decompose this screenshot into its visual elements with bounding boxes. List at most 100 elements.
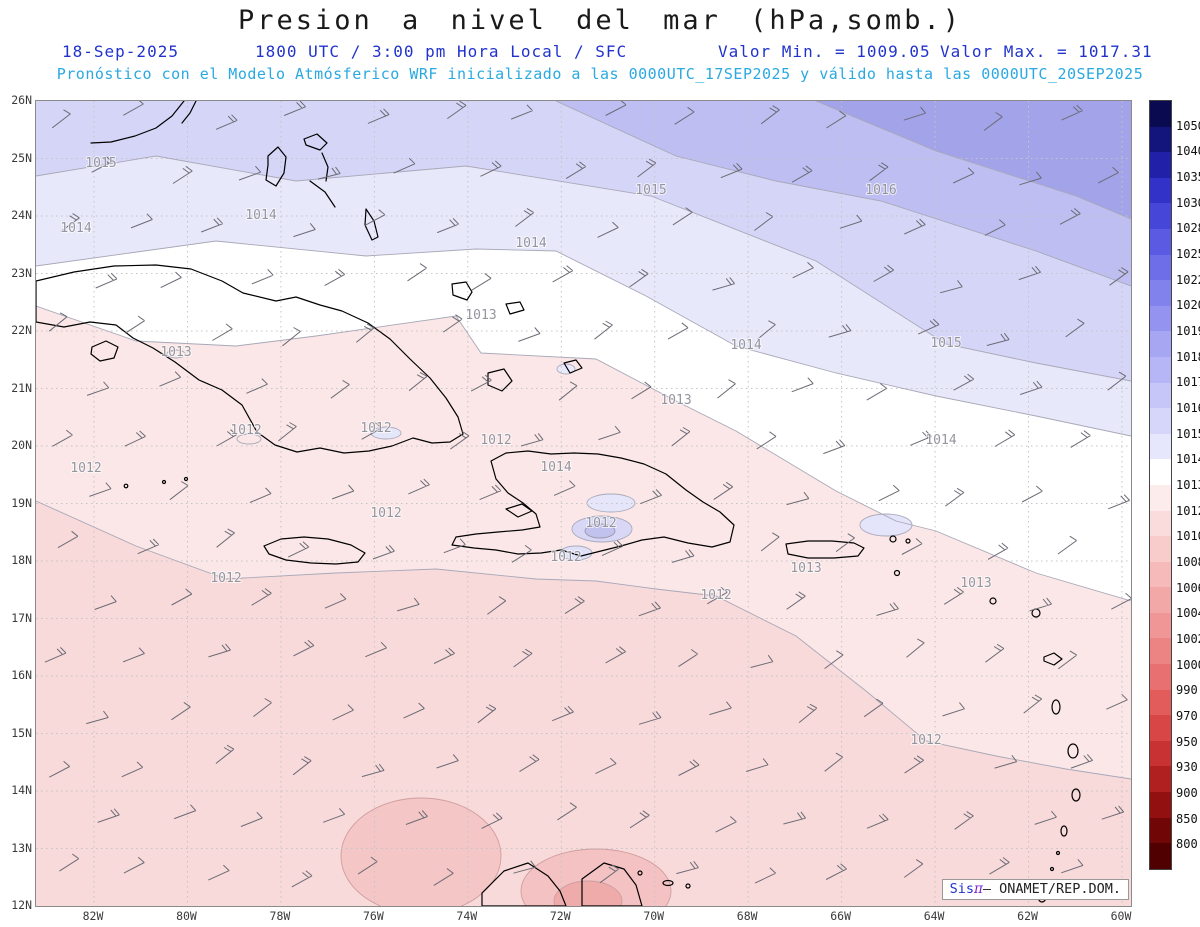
credit-rest: – ONAMET/REP.DOM. [982,881,1121,897]
coastlines [36,101,1081,906]
isobar-label: 1013 [465,308,496,323]
colorbar-segment [1150,843,1171,869]
isobar-contours [36,101,1131,780]
colorbar-segment [1150,792,1171,818]
colorbar-segment [1150,689,1171,716]
isobar-label: 1015 [635,183,666,198]
colorbar-tick-label: 1014 [1176,452,1200,467]
credit-box: Sisπ– ONAMET/REP.DOM. [941,879,1129,900]
lat-tick-label: 18N [11,553,32,567]
isobar-labels: 1015 1014 1014 1015 1016 1014 1013 1014 1015 1013… [59,155,992,749]
wind-barbs [44,101,1131,888]
coast-jamaica [263,536,366,565]
lat-tick-label: 15N [11,725,32,740]
lat-tick-label: 22N [11,323,32,337]
colorbar-segment [1150,484,1171,511]
colorbar-segment [1150,408,1171,434]
colorbar-segment [1150,664,1171,690]
coast-cayman-brac [183,476,189,482]
page-title: Presion a nivel del mar (hPa,somb.) [238,5,962,36]
coast-hispaniola [451,450,735,557]
lat-tick-label: 23N [11,265,32,280]
coast-martinique [1067,743,1079,759]
colorbar-tick-label: 950 [1176,734,1198,749]
colorbar-tick-label: 1022 [1176,272,1200,287]
coast-st-lucia [1071,788,1081,802]
colorbar-tick-label: 1002 [1176,632,1200,646]
colorbar-tick-label: 1018 [1176,349,1200,364]
colorbar-segment [1150,254,1171,281]
colorbar-segment [1150,612,1171,639]
colorbar-segment [1150,715,1171,741]
colorbar-segment [1150,356,1171,383]
colorbar-segment [1150,766,1171,793]
coast-little-cayman [161,479,167,485]
isobar-label: 1012 [360,421,391,436]
colorbar-tick-label: 1004 [1176,606,1200,621]
isobar-label: 1012 [585,516,616,531]
colorbar-tick-label: 1013 [1176,478,1200,492]
colorbar-segment [1150,101,1171,127]
coast-curacao [662,879,674,887]
lon-tick-label: 62W [1017,909,1038,923]
colorbar-tick-label: 1020 [1176,298,1200,313]
valid-time: 1800 UTC / 3:00 pm Hora Local / SFC [255,42,628,61]
lat-tick-label: 17N [11,610,32,625]
value-min-label: Valor Min. = 1009.05 [718,42,931,61]
isobar-label: 1012 [550,550,581,565]
isobar-label: 1012 [480,433,511,448]
lat-tick-label: 24N [11,208,32,222]
colorbar-segment [1150,305,1171,332]
lat-tick-label: 14N [11,783,32,797]
isobar-label: 1012 [910,733,941,748]
colorbar-segment [1150,638,1171,665]
coast-bahamas [265,133,583,392]
lat-tick-label: 25N [11,150,32,165]
lon-tick-label: 72W [549,909,571,923]
colorbar-segment [1150,817,1171,844]
colorbar-segment [1150,740,1171,767]
colorbar-tick-label: 1008 [1176,555,1200,569]
colorbar-tick-label: 850 [1176,811,1198,826]
colorbar-tick-label: 1006 [1176,580,1200,595]
lat-tick-label: 13N [11,840,32,855]
coast-virgin-islands-2 [905,538,911,544]
coast-gonave [505,503,533,518]
pressure-map: 1015 1014 1014 1015 1016 1014 1013 1014 1015 1013… [36,101,1131,906]
lon-tick-label: 76W [362,909,384,923]
colorbar-tick-label: 1025 [1176,247,1200,261]
lon-tick-label: 82W [82,909,104,923]
colorbar-tick-label: 1015 [1176,426,1200,441]
colorbar-segment [1150,536,1171,562]
colorbar-segment [1150,203,1171,229]
isobar-label: 1014 [540,460,571,475]
credit-pi: π [973,881,983,897]
colorbar-tick-label: 1019 [1176,324,1200,338]
colorbar-tick-label: 930 [1176,760,1198,775]
coast-puerto-rico [785,540,865,559]
lat-tick-label: 21N [11,380,32,395]
coast-guajira [481,862,567,906]
colorbar-segment [1150,331,1171,357]
colorbar-tick-label: 1028 [1176,221,1200,236]
lon-tick-label: 66W [830,909,852,923]
coast-isla-juventud [90,340,119,362]
isobar-label: 1012 [210,571,241,586]
colorbar-segment [1150,228,1171,255]
colorbar-segment [1150,280,1171,306]
coast-st-vincent [1060,825,1068,837]
isobar-label: 1013 [960,576,991,591]
coast-paraguana [581,862,643,906]
lon-tick-label: 68W [736,909,758,923]
coast-st-kitts [989,597,997,605]
colorbar-tick-label: 1010 [1176,529,1200,544]
colorbar-tick-label: 800 [1176,837,1198,852]
colorbar-segment [1150,510,1171,537]
isobar-label: 1016 [865,183,896,198]
isobar-label: 1013 [160,345,191,360]
lon-tick-label: 80W [176,909,197,923]
lat-tick-label: 26N [11,93,32,107]
colorbar-segment [1150,382,1171,409]
isobar-label: 1014 [60,221,91,236]
